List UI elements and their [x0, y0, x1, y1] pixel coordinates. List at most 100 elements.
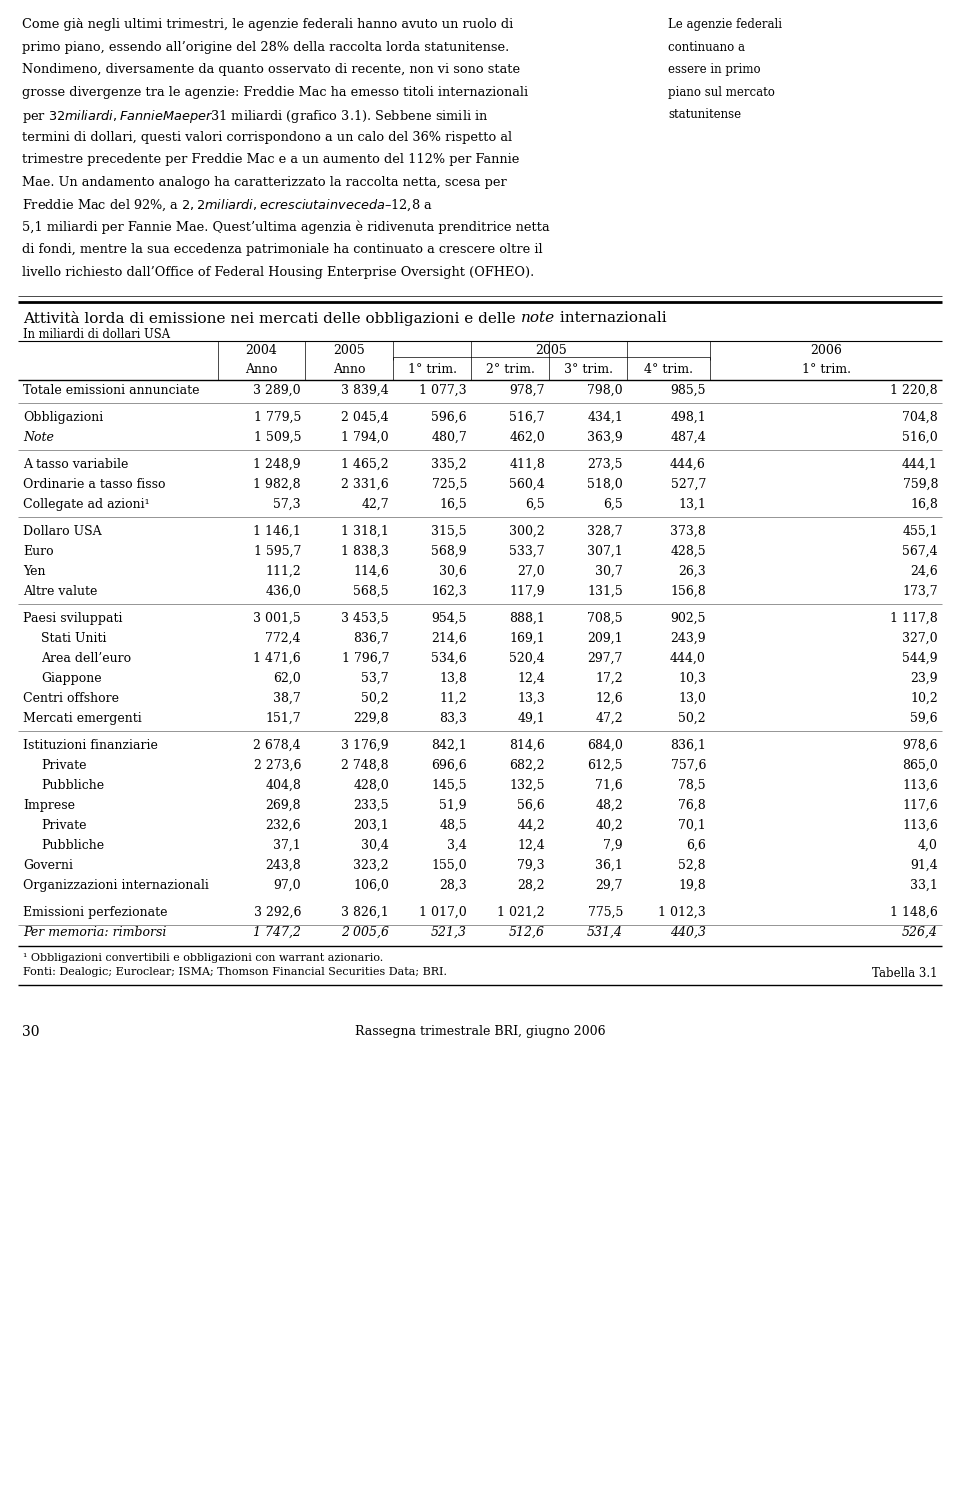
Text: 1 982,8: 1 982,8: [253, 479, 301, 491]
Text: Fonti: Dealogic; Euroclear; ISMA; Thomson Financial Securities Data; BRI.: Fonti: Dealogic; Euroclear; ISMA; Thomso…: [23, 966, 447, 977]
Text: 13,0: 13,0: [678, 693, 706, 705]
Text: 52,8: 52,8: [679, 859, 706, 872]
Text: 113,6: 113,6: [902, 779, 938, 791]
Text: 50,2: 50,2: [361, 693, 389, 705]
Text: 111,2: 111,2: [265, 565, 301, 577]
Text: 30,6: 30,6: [439, 565, 467, 577]
Text: 26,3: 26,3: [679, 565, 706, 577]
Text: 1 220,8: 1 220,8: [890, 384, 938, 396]
Text: Totale emissioni annunciate: Totale emissioni annunciate: [23, 384, 200, 396]
Text: 169,1: 169,1: [509, 631, 545, 645]
Text: Per memoria: rimborsi: Per memoria: rimborsi: [23, 926, 166, 939]
Text: 455,1: 455,1: [902, 525, 938, 539]
Text: 436,0: 436,0: [265, 585, 301, 598]
Text: 1 796,7: 1 796,7: [342, 652, 389, 666]
Text: 2 273,6: 2 273,6: [253, 758, 301, 772]
Text: statunitense: statunitense: [668, 108, 741, 121]
Text: 42,7: 42,7: [361, 498, 389, 512]
Text: 56,6: 56,6: [517, 799, 545, 812]
Text: 62,0: 62,0: [274, 672, 301, 685]
Text: 3° trim.: 3° trim.: [564, 364, 612, 375]
Text: 6,6: 6,6: [686, 839, 706, 853]
Text: 985,5: 985,5: [670, 384, 706, 396]
Text: 28,3: 28,3: [440, 880, 467, 892]
Text: 2 748,8: 2 748,8: [342, 758, 389, 772]
Text: 40,2: 40,2: [595, 818, 623, 832]
Text: 1 794,0: 1 794,0: [342, 431, 389, 444]
Text: 12,4: 12,4: [517, 839, 545, 853]
Text: 954,5: 954,5: [431, 612, 467, 625]
Text: 428,0: 428,0: [353, 779, 389, 791]
Text: 516,7: 516,7: [510, 411, 545, 423]
Text: 708,5: 708,5: [588, 612, 623, 625]
Text: 132,5: 132,5: [510, 779, 545, 791]
Text: Mercati emergenti: Mercati emergenti: [23, 712, 142, 726]
Text: 526,4: 526,4: [902, 926, 938, 939]
Text: 3 453,5: 3 453,5: [342, 612, 389, 625]
Text: 836,7: 836,7: [353, 631, 389, 645]
Text: continuano a: continuano a: [668, 40, 745, 54]
Text: 544,9: 544,9: [902, 652, 938, 666]
Text: 1 595,7: 1 595,7: [253, 545, 301, 558]
Text: 775,5: 775,5: [588, 907, 623, 919]
Text: 434,1: 434,1: [588, 411, 623, 423]
Text: 1 471,6: 1 471,6: [253, 652, 301, 666]
Text: 297,7: 297,7: [588, 652, 623, 666]
Text: Anno: Anno: [245, 364, 277, 375]
Text: primo piano, essendo all’origine del 28% della raccolta lorda statunitense.: primo piano, essendo all’origine del 28%…: [22, 40, 509, 54]
Text: 131,5: 131,5: [588, 585, 623, 598]
Text: 568,5: 568,5: [353, 585, 389, 598]
Text: 76,8: 76,8: [679, 799, 706, 812]
Text: 232,6: 232,6: [265, 818, 301, 832]
Text: 12,4: 12,4: [517, 672, 545, 685]
Text: 3 001,5: 3 001,5: [253, 612, 301, 625]
Text: 759,8: 759,8: [902, 479, 938, 491]
Text: 527,7: 527,7: [671, 479, 706, 491]
Text: Paesi sviluppati: Paesi sviluppati: [23, 612, 123, 625]
Text: 106,0: 106,0: [353, 880, 389, 892]
Text: 48,2: 48,2: [595, 799, 623, 812]
Text: 363,9: 363,9: [588, 431, 623, 444]
Text: 6,5: 6,5: [525, 498, 545, 512]
Text: 1 117,8: 1 117,8: [890, 612, 938, 625]
Text: 269,8: 269,8: [265, 799, 301, 812]
Text: 3 826,1: 3 826,1: [341, 907, 389, 919]
Text: 2005: 2005: [536, 344, 567, 358]
Text: 1 012,3: 1 012,3: [659, 907, 706, 919]
Text: 33,1: 33,1: [910, 880, 938, 892]
Text: 560,4: 560,4: [509, 479, 545, 491]
Text: 156,8: 156,8: [670, 585, 706, 598]
Text: Rassegna trimestrale BRI, giugno 2006: Rassegna trimestrale BRI, giugno 2006: [354, 1025, 606, 1038]
Text: 2005: 2005: [333, 344, 365, 358]
Text: 684,0: 684,0: [588, 739, 623, 752]
Text: 696,6: 696,6: [431, 758, 467, 772]
Text: 24,6: 24,6: [910, 565, 938, 577]
Text: 30,4: 30,4: [361, 839, 389, 853]
Text: 725,5: 725,5: [432, 479, 467, 491]
Text: 328,7: 328,7: [588, 525, 623, 539]
Text: 2 678,4: 2 678,4: [253, 739, 301, 752]
Text: Note: Note: [23, 431, 54, 444]
Text: A tasso variabile: A tasso variabile: [23, 458, 129, 471]
Text: 520,4: 520,4: [510, 652, 545, 666]
Text: 71,6: 71,6: [595, 779, 623, 791]
Text: 444,0: 444,0: [670, 652, 706, 666]
Text: 97,0: 97,0: [274, 880, 301, 892]
Text: 11,2: 11,2: [440, 693, 467, 705]
Text: 2 045,4: 2 045,4: [342, 411, 389, 423]
Text: 323,2: 323,2: [353, 859, 389, 872]
Text: 772,4: 772,4: [266, 631, 301, 645]
Text: 59,6: 59,6: [910, 712, 938, 726]
Text: 902,5: 902,5: [670, 612, 706, 625]
Text: 16,8: 16,8: [910, 498, 938, 512]
Text: 243,8: 243,8: [265, 859, 301, 872]
Text: 51,9: 51,9: [440, 799, 467, 812]
Text: 444,1: 444,1: [902, 458, 938, 471]
Text: Anno: Anno: [333, 364, 365, 375]
Text: 978,6: 978,6: [902, 739, 938, 752]
Text: 567,4: 567,4: [902, 545, 938, 558]
Text: 516,0: 516,0: [902, 431, 938, 444]
Text: 16,5: 16,5: [440, 498, 467, 512]
Text: 978,7: 978,7: [510, 384, 545, 396]
Text: 3 289,0: 3 289,0: [253, 384, 301, 396]
